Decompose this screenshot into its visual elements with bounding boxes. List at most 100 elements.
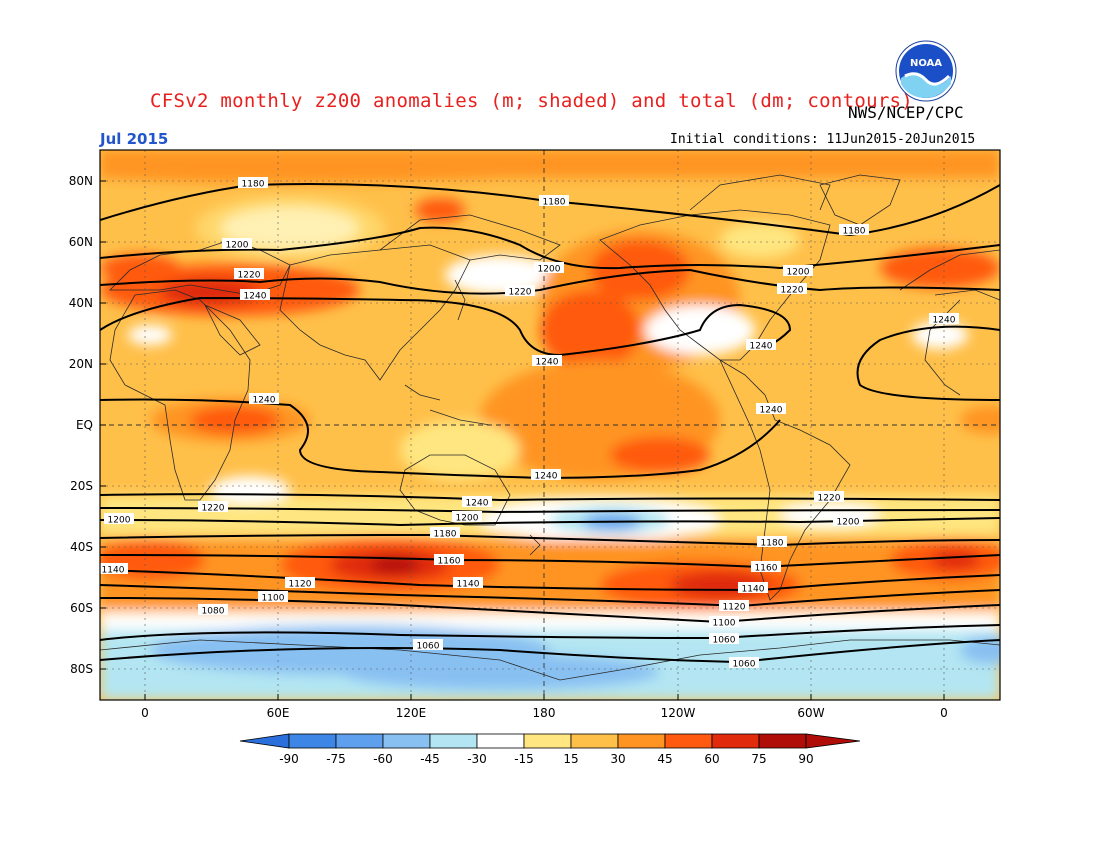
reference-lines [100, 150, 1000, 700]
svg-text:1120: 1120 [289, 580, 312, 590]
svg-text:1220: 1220 [238, 271, 261, 281]
contour-label: 1060 [709, 633, 739, 646]
colorbar-box [382, 733, 431, 749]
colorbar-tick: 75 [751, 752, 766, 766]
contour-label: 1220 [814, 491, 844, 504]
svg-text:1220: 1220 [509, 288, 532, 298]
colorbar-box [429, 733, 478, 749]
lat-label: 60S [70, 601, 93, 615]
contour-label: 1240 [249, 393, 279, 406]
colorbar-box [476, 733, 525, 749]
svg-text:1180: 1180 [242, 180, 265, 190]
lon-label: 120E [396, 706, 427, 720]
initial-conditions: Initial conditions: 11Jun2015-20Jun2015 [670, 132, 976, 147]
contour-label: 1200 [783, 265, 813, 278]
lon-label: 180 [533, 706, 556, 720]
contour-label: 1240 [746, 339, 776, 352]
colorbar-box [758, 733, 807, 749]
svg-text:1200: 1200 [108, 516, 131, 526]
colorbar-box [288, 733, 337, 749]
svg-text:1200: 1200 [226, 241, 249, 251]
contour-label: 1220 [505, 285, 535, 298]
contour-label: 1140 [738, 582, 768, 595]
contour-label: 1200 [222, 238, 252, 251]
contour-label: 1200 [452, 511, 482, 524]
colorbar-tick: -15 [514, 752, 534, 766]
contour-label: 1220 [777, 283, 807, 296]
svg-text:1240: 1240 [244, 292, 267, 302]
svg-text:1240: 1240 [933, 316, 956, 326]
chart-title: CFSv2 monthly z200 anomalies (m; shaded)… [150, 90, 914, 112]
svg-text:1100: 1100 [713, 619, 736, 629]
svg-text:1180: 1180 [843, 227, 866, 237]
coastlines [100, 174, 1000, 681]
axis-ticks [100, 180, 945, 700]
svg-text:1160: 1160 [438, 557, 461, 567]
contour-label: 1140 [98, 563, 128, 576]
contour-label: 1080 [198, 604, 228, 617]
svg-text:1120: 1120 [723, 603, 746, 613]
colorbar-tick: 30 [610, 752, 625, 766]
contour-label: 1120 [719, 600, 749, 613]
contour-label: 1200 [534, 262, 564, 275]
contour-label: 1180 [430, 527, 460, 540]
svg-text:1180: 1180 [543, 198, 566, 208]
lat-label: 40N [69, 296, 93, 310]
svg-text:1200: 1200 [538, 265, 561, 275]
contour-label: 1240 [240, 289, 270, 302]
svg-text:1180: 1180 [761, 539, 784, 549]
lat-label: 80N [69, 174, 93, 188]
contour-label: 1060 [413, 639, 443, 652]
svg-text:1180: 1180 [434, 530, 457, 540]
agency-label: NWS/NCEP/CPC [848, 103, 964, 122]
colorbar-ticks: -90 -75 -60 -45 -30 -15 15 30 45 60 75 9… [279, 752, 813, 766]
colorbar-box [523, 733, 572, 749]
svg-text:1240: 1240 [466, 499, 489, 509]
colorbar-box [711, 733, 760, 749]
colorbar-tick: -30 [467, 752, 487, 766]
svg-text:1060: 1060 [417, 642, 440, 652]
contour-label: 1180 [839, 224, 869, 237]
svg-text:1100: 1100 [262, 594, 285, 604]
contour-label: 1200 [833, 515, 863, 528]
contour-label: 1240 [756, 403, 786, 416]
forecast-month: Jul 2015 [100, 130, 169, 148]
contour-label: 1100 [709, 616, 739, 629]
svg-text:1200: 1200 [837, 518, 860, 528]
colorbar-box [570, 733, 619, 749]
contour-label: 1220 [198, 501, 228, 514]
svg-text:1140: 1140 [457, 580, 480, 590]
lon-label: 0 [940, 706, 948, 720]
svg-text:1220: 1220 [818, 494, 841, 504]
colorbar-box [335, 733, 384, 749]
lat-label: 80S [70, 662, 93, 676]
lat-label: 20N [69, 357, 93, 371]
svg-text:1060: 1060 [733, 660, 756, 670]
contour-label: 1180 [757, 536, 787, 549]
contour-label: 1240 [532, 355, 562, 368]
noaa-logo-icon: NOAA [895, 40, 957, 102]
contour-label: 1220 [234, 268, 264, 281]
svg-text:1220: 1220 [781, 286, 804, 296]
colorbar-box [664, 733, 713, 749]
svg-text:1220: 1220 [202, 504, 225, 514]
contour-label: 1100 [258, 591, 288, 604]
colorbar-tick: 15 [563, 752, 578, 766]
contour-label-layer: 1180 1180 1180 1200 1200 1200 1220 1220 1220 1240… [98, 177, 959, 670]
lon-label: 0 [141, 706, 149, 720]
colorbar-tick: 60 [704, 752, 719, 766]
contour-label: 1240 [929, 313, 959, 326]
lat-label: 40S [70, 540, 93, 554]
svg-text:1060: 1060 [713, 636, 736, 646]
svg-text:NOAA: NOAA [910, 58, 942, 69]
colorbar [239, 733, 861, 749]
svg-text:1200: 1200 [456, 514, 479, 524]
colorbar-tick: -75 [326, 752, 346, 766]
colorbar-tick: 90 [798, 752, 813, 766]
contour-label: 1240 [462, 496, 492, 509]
lat-label: 20S [70, 479, 93, 493]
lon-label: 120W [661, 706, 696, 720]
svg-text:1240: 1240 [535, 472, 558, 482]
colorbar-tick: -45 [420, 752, 440, 766]
